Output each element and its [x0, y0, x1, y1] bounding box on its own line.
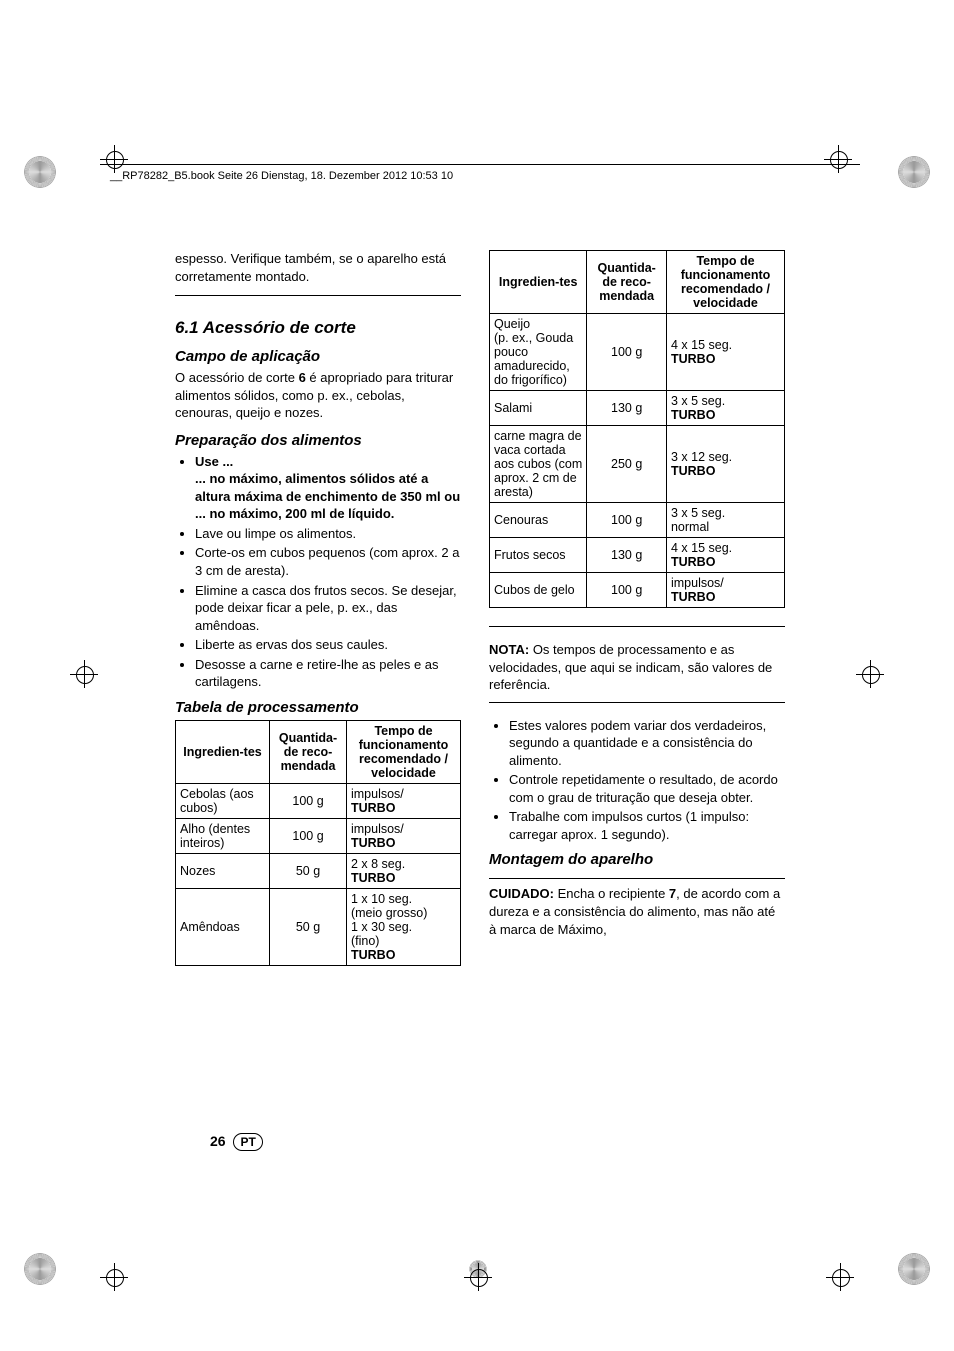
table-row: Cenouras 100 g 3 x 5 seg.normal: [490, 503, 785, 538]
th-tempo: Tempo de funcionamento recomendado / vel…: [666, 251, 784, 314]
lang-badge: PT: [233, 1133, 262, 1151]
prep-b6: Desosse a carne e retire-lhe as peles e …: [195, 656, 461, 691]
nota-text: Os tempos de processamento e as velocida…: [489, 642, 772, 692]
table-row: carne magra de vaca cortada aos cubos (c…: [490, 426, 785, 503]
prep-b4: Elimine a casca dos frutos secos. Se des…: [195, 582, 461, 635]
reg-mark-bottom-right: [892, 1247, 936, 1291]
cell-ing: Nozes: [176, 853, 270, 888]
cuidado-label: CUIDADO:: [489, 886, 554, 901]
th-quantidade: Quantida-de reco-mendada: [587, 251, 667, 314]
prep-use-line2: ... no máximo, 200 ml de líquido.: [195, 505, 461, 523]
crop-target-bottom: [464, 1263, 492, 1291]
crop-target-topleft: [100, 145, 128, 173]
cuidado-paragraph: CUIDADO: Encha o recipiente 7, de acordo…: [489, 885, 785, 938]
cell-qty: 100 g: [270, 783, 347, 818]
cell-ing: Salami: [490, 391, 587, 426]
intro-paragraph-tail: espesso. Verifique também, se o aparelho…: [175, 250, 461, 285]
reg-mark-top-left: [18, 150, 62, 194]
cell-qty: 130 g: [587, 538, 667, 573]
crop-target-bottomright: [826, 1263, 854, 1291]
table-row: Amêndoas 50 g 1 x 10 seg. (meio grosso) …: [176, 888, 461, 965]
processing-table-right: Ingredien-tes Quantida-de reco-mendada T…: [489, 250, 785, 608]
table-row: Frutos secos 130 g 4 x 15 seg.TURBO: [490, 538, 785, 573]
cell-qty: 100 g: [587, 314, 667, 391]
reg-mark-top-right: [892, 150, 936, 194]
cell-ing: Alho (dentes inteiros): [176, 818, 270, 853]
cell-ing: Frutos secos: [490, 538, 587, 573]
table-row: Cebolas (aos cubos) 100 g impulsos/TURBO: [176, 783, 461, 818]
cell-qty: 100 g: [270, 818, 347, 853]
cell-ing: Queijo(p. ex., Gouda pouco amadurecido, …: [490, 314, 587, 391]
prep-use-line1: ... no máximo, alimentos sólidos até a a…: [195, 470, 461, 505]
prep-use: Use ... ... no máximo, alimentos sólidos…: [195, 453, 461, 523]
prep-title: Preparação dos alimentos: [175, 432, 461, 449]
table-row: Nozes 50 g 2 x 8 seg.TURBO: [176, 853, 461, 888]
cell-ing: Cubos de gelo: [490, 573, 587, 608]
cell-time: impulsos/TURBO: [666, 573, 784, 608]
header-rule: [100, 164, 860, 165]
table-title: Tabela de processamento: [175, 699, 461, 716]
cell-time: 2 x 8 seg.TURBO: [346, 853, 460, 888]
prep-use-label: Use ...: [195, 454, 233, 469]
prep-b3: Corte-os em cubos pequenos (com aprox. 2…: [195, 544, 461, 579]
table-row: Queijo(p. ex., Gouda pouco amadurecido, …: [490, 314, 785, 391]
cell-qty: 130 g: [587, 391, 667, 426]
cell-time: impulsos/TURBO: [346, 783, 460, 818]
montagem-title: Montagem do aparelho: [489, 851, 785, 868]
nota-label: NOTA:: [489, 642, 529, 657]
th-ingredientes: Ingredien-tes: [176, 720, 270, 783]
prep-b2: Lave ou limpe os alimentos.: [195, 525, 461, 543]
header-filename: __RP78282_B5.book Seite 26 Dienstag, 18.…: [110, 170, 453, 182]
th-quantidade: Quantida-de reco-mendada: [270, 720, 347, 783]
processing-table-left: Ingredien-tes Quantida-de reco-mendada T…: [175, 720, 461, 966]
cell-time: 4 x 15 seg.TURBO: [666, 314, 784, 391]
table-row: Alho (dentes inteiros) 100 g impulsos/TU…: [176, 818, 461, 853]
divider: [489, 626, 785, 627]
cell-qty: 50 g: [270, 853, 347, 888]
divider: [489, 702, 785, 703]
cell-ing: carne magra de vaca cortada aos cubos (c…: [490, 426, 587, 503]
cell-time: impulsos/TURBO: [346, 818, 460, 853]
th-tempo: Tempo de funcionamento recomendado / vel…: [346, 720, 460, 783]
divider: [489, 878, 785, 879]
cell-qty: 100 g: [587, 573, 667, 608]
page-number: 26: [210, 1133, 226, 1149]
section-divider: [175, 295, 461, 296]
section-6-1-title: 6.1 Acessório de corte: [175, 318, 461, 338]
cell-qty: 250 g: [587, 426, 667, 503]
cell-time: 3 x 5 seg.normal: [666, 503, 784, 538]
campo-text: O acessório de corte 6 é apropriado para…: [175, 369, 461, 422]
nota-b1: Estes valores podem variar dos verdadeir…: [509, 717, 785, 770]
nota-b3: Trabalhe com impulsos curtos (1 impulso:…: [509, 808, 785, 843]
th-ingredientes: Ingredien-tes: [490, 251, 587, 314]
crop-target-top: [824, 145, 852, 173]
campo-title: Campo de aplicação: [175, 348, 461, 365]
cell-ing: Cebolas (aos cubos): [176, 783, 270, 818]
crop-target-left: [70, 660, 98, 688]
cell-ing: Amêndoas: [176, 888, 270, 965]
right-column: Ingredien-tes Quantida-de reco-mendada T…: [489, 250, 785, 966]
crop-target-right: [856, 660, 884, 688]
left-column: espesso. Verifique também, se o aparelho…: [175, 250, 461, 966]
crop-target-bottomleft: [100, 1263, 128, 1291]
cell-time: 1 x 10 seg. (meio grosso) 1 x 30 seg. (f…: [346, 888, 460, 965]
page-footer: 26 PT: [210, 1133, 263, 1151]
cell-qty: 100 g: [587, 503, 667, 538]
cell-time: 4 x 15 seg.TURBO: [666, 538, 784, 573]
nota-paragraph: NOTA: Os tempos de processamento e as ve…: [489, 641, 785, 694]
cell-time: 3 x 12 seg.TURBO: [666, 426, 784, 503]
reg-mark-bottom-left: [18, 1247, 62, 1291]
table-row: Salami 130 g 3 x 5 seg.TURBO: [490, 391, 785, 426]
cell-time: 3 x 5 seg.TURBO: [666, 391, 784, 426]
nota-b2: Controle repetidamente o resultado, de a…: [509, 771, 785, 806]
table-row: Cubos de gelo 100 g impulsos/TURBO: [490, 573, 785, 608]
cell-qty: 50 g: [270, 888, 347, 965]
prep-b5: Liberte as ervas dos seus caules.: [195, 636, 461, 654]
cell-ing: Cenouras: [490, 503, 587, 538]
